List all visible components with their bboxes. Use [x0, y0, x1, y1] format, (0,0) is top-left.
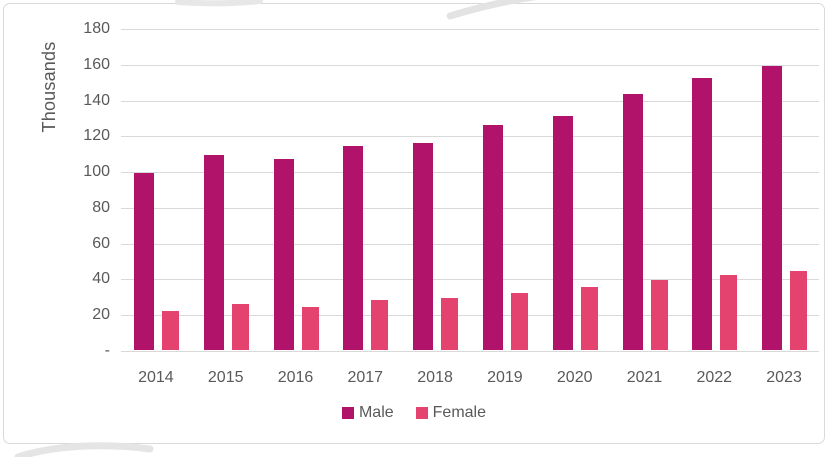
- gridline-80: [121, 207, 819, 209]
- y-tick-label-140: 140: [83, 91, 110, 109]
- y-tick-label-180: 180: [83, 20, 110, 37]
- gridline-100: [121, 172, 819, 174]
- legend-swatch-female: [415, 407, 428, 419]
- gridline-0: [121, 351, 819, 352]
- x-tick-label-2016: 2016: [277, 369, 314, 386]
- y-tick-label-120: 120: [83, 127, 110, 145]
- bar-male-2023: [762, 65, 783, 350]
- x-tick-label-2018: 2018: [417, 369, 453, 386]
- legend-item-female: Female: [415, 404, 487, 422]
- bar-male-2022: [692, 78, 713, 350]
- bar-male-2015: [203, 155, 224, 350]
- gridline-60: [121, 243, 819, 245]
- x-tick-label-2014: 2014: [138, 369, 174, 386]
- legend-item-male: Male: [341, 404, 394, 422]
- gridline-160: [121, 64, 819, 66]
- gridline-20: [121, 315, 819, 317]
- y-tick-label-20: 20: [92, 306, 110, 324]
- legend: Male Female: [4, 404, 824, 422]
- bar-female-2019: [511, 292, 528, 350]
- chart-frame: Thousands -20 40 60 80 100 120 140 160 180 2014 2…: [3, 3, 825, 444]
- y-tick-label-160: 160: [83, 55, 110, 73]
- y-tick-label-80: 80: [92, 198, 110, 216]
- gridline-40: [121, 279, 819, 281]
- bar-male-2016: [273, 158, 294, 350]
- bar-male-2020: [552, 115, 573, 350]
- bar-male-2017: [343, 146, 364, 350]
- bar-female-2023: [790, 271, 808, 350]
- legend-label-male: Male: [358, 404, 394, 421]
- x-tick-label-2021: 2021: [626, 369, 663, 386]
- bar-male-2018: [413, 142, 434, 350]
- gridline-140: [121, 100, 819, 102]
- bar-female-2017: [371, 299, 389, 350]
- x-tick-label-2015: 2015: [207, 369, 244, 386]
- bar-female-2018: [441, 298, 459, 350]
- bar-male-2021: [622, 94, 643, 350]
- x-tick-label-2017: 2017: [347, 369, 384, 386]
- bar-female-2014: [162, 310, 179, 350]
- gridline-180: [121, 29, 819, 30]
- y-tick-label--: -: [104, 342, 110, 359]
- x-tick-label-2022: 2022: [696, 369, 733, 386]
- bar-male-2014: [134, 172, 154, 350]
- legend-label-female: Female: [432, 404, 487, 421]
- y-tick-label-40: 40: [92, 270, 110, 288]
- x-tick-label-2019: 2019: [487, 369, 523, 386]
- gridline-120: [121, 136, 819, 138]
- bar-male-2019: [483, 124, 503, 350]
- bar-female-2015: [231, 303, 249, 350]
- legend-swatch-male: [341, 407, 354, 419]
- x-tick-label-2020: 2020: [556, 369, 593, 386]
- watermark-arc-bottom-left: [14, 442, 154, 457]
- x-tick-label-2023: 2023: [766, 369, 802, 386]
- bar-female-2022: [720, 274, 738, 350]
- y-tick-label-100: 100: [83, 163, 110, 181]
- bar-female-2016: [301, 307, 319, 350]
- bar-female-2021: [650, 280, 668, 350]
- y-tick-label-60: 60: [92, 234, 110, 252]
- plot-area: [121, 29, 819, 352]
- bar-female-2020: [580, 287, 598, 350]
